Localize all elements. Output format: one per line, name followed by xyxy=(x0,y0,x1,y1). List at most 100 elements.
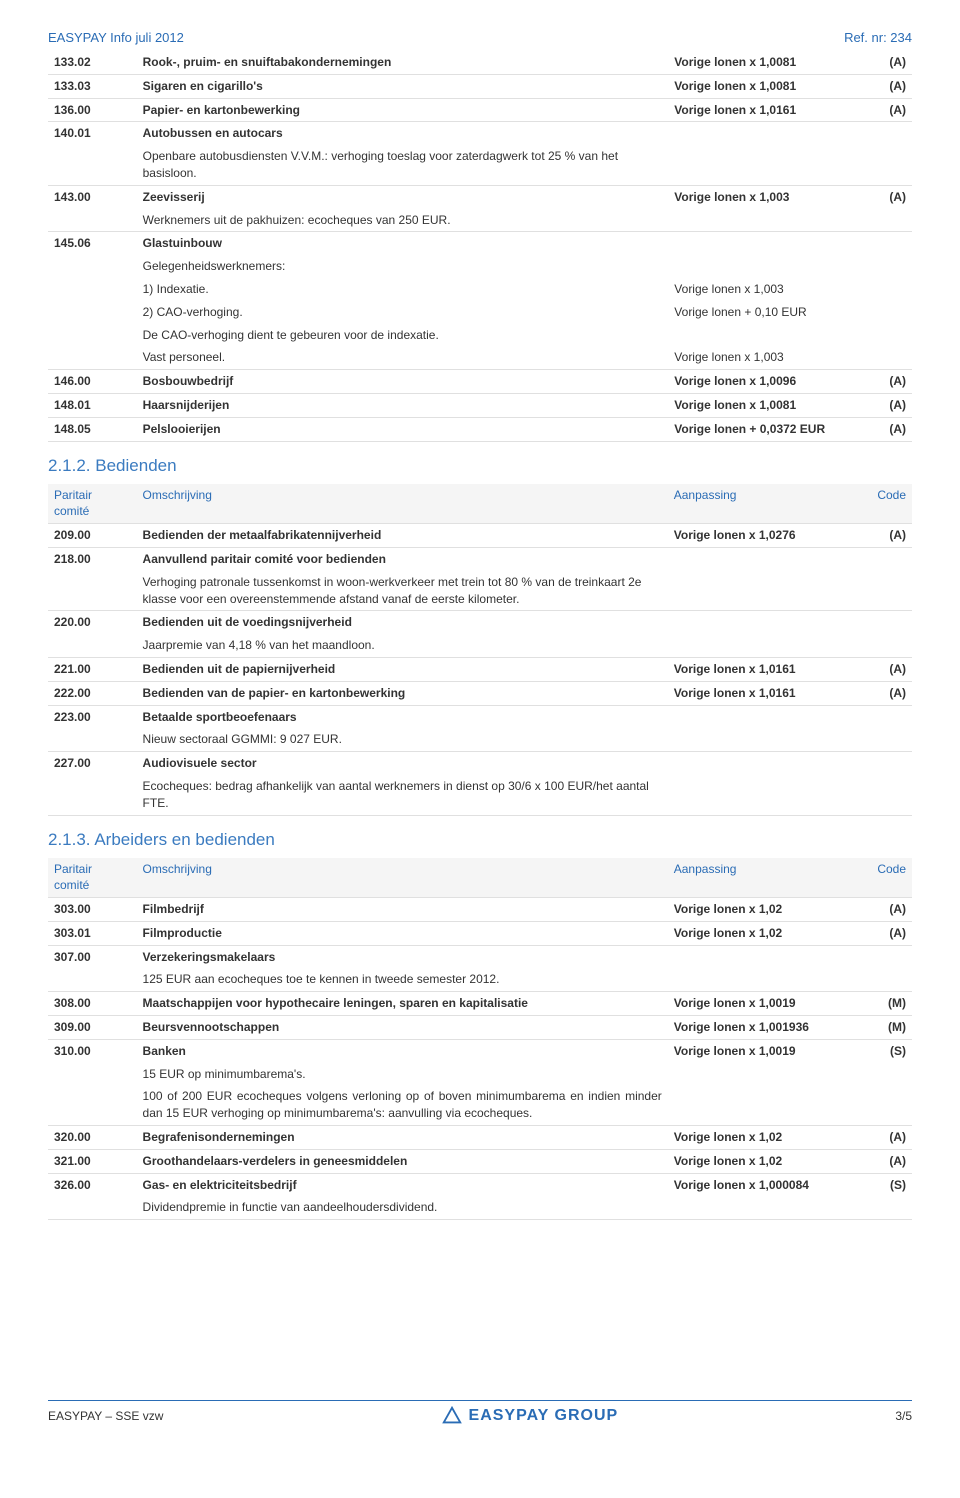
cell: Banken xyxy=(137,1039,668,1062)
header-cell: Omschrijving xyxy=(137,484,668,524)
cell xyxy=(668,611,867,634)
table-row: 218.00Aanvullend paritair comité voor be… xyxy=(48,547,912,570)
table-row: Vast personeel.Vorige lonen x 1,003 xyxy=(48,346,912,369)
cell: Vorige lonen x 1,0019 xyxy=(668,1039,867,1062)
cell: (S) xyxy=(867,1039,912,1062)
cell xyxy=(868,278,912,301)
cell xyxy=(668,571,867,611)
table-row: 136.00Papier- en kartonbewerkingVorige l… xyxy=(48,98,912,122)
header-cell: Paritair comité xyxy=(48,858,137,898)
table-row: Openbare autobusdiensten V.V.M.: verhogi… xyxy=(48,145,912,185)
cell: Sigaren en cigarillo's xyxy=(137,74,669,98)
cell: De CAO-verhoging dient te gebeuren voor … xyxy=(137,324,669,347)
cell xyxy=(668,752,867,775)
cell: (A) xyxy=(867,1149,912,1173)
table-row: 209.00Bedienden der metaalfabrikatennijv… xyxy=(48,524,912,548)
page-footer: EASYPAY – SSE vzw EASYPAY GROUP 3/5 xyxy=(48,1400,912,1427)
cell: 146.00 xyxy=(48,370,137,394)
cell xyxy=(668,775,867,815)
cell: Vorige lonen + 0,0372 EUR xyxy=(668,417,867,441)
header-cell: Code xyxy=(867,484,912,524)
cell xyxy=(48,1063,137,1086)
table-row: Werknemers uit de pakhuizen: ecocheques … xyxy=(48,209,912,232)
header-title: EASYPAY Info juli 2012 xyxy=(48,30,184,45)
table-row: 148.05PelslooierijenVorige lonen + 0,037… xyxy=(48,417,912,441)
cell: Nieuw sectoraal GGMMI: 9 027 EUR. xyxy=(137,728,668,751)
cell: Vorige lonen x 1,0161 xyxy=(668,657,867,681)
cell: Vorige lonen x 1,02 xyxy=(668,921,867,945)
cell: Vorige lonen x 1,0276 xyxy=(668,524,867,548)
cell: Pelslooierijen xyxy=(137,417,669,441)
cell: Betaalde sportbeoefenaars xyxy=(137,705,668,728)
cell: 222.00 xyxy=(48,681,137,705)
table-row: Jaarpremie van 4,18 % van het maandloon. xyxy=(48,634,912,657)
header-cell: Code xyxy=(867,858,912,898)
table-2: Paritair comitéOmschrijvingAanpassingCod… xyxy=(48,484,912,816)
cell: 209.00 xyxy=(48,524,137,548)
cell: 2) CAO-verhoging. xyxy=(137,301,669,324)
cell: Vorige lonen x 1,02 xyxy=(668,898,867,922)
table-3: Paritair comitéOmschrijvingAanpassingCod… xyxy=(48,858,912,1221)
cell: Vorige lonen x 1,0081 xyxy=(668,51,867,74)
cell xyxy=(48,571,137,611)
cell: Vorige lonen x 1,0081 xyxy=(668,74,867,98)
cell xyxy=(668,324,867,347)
table-row: 303.01FilmproductieVorige lonen x 1,02(A… xyxy=(48,921,912,945)
table-row: 222.00Bedienden van de papier- en karton… xyxy=(48,681,912,705)
table-row: 227.00Audiovisuele sector xyxy=(48,752,912,775)
cell xyxy=(48,634,137,657)
cell: Bedienden van de papier- en kartonbewerk… xyxy=(137,681,668,705)
cell: (A) xyxy=(868,393,912,417)
cell: Vorige lonen x 1,0161 xyxy=(668,98,867,122)
section-2-title: 2.1.2. Bedienden xyxy=(48,456,912,476)
table-row: 307.00Verzekeringsmakelaars xyxy=(48,945,912,968)
cell xyxy=(668,122,867,145)
cell: 100 of 200 EUR ecocheques volgens verlon… xyxy=(137,1085,668,1125)
cell xyxy=(48,324,137,347)
cell: Vorige lonen x 1,0081 xyxy=(668,393,867,417)
cell: Begrafenisondernemingen xyxy=(137,1126,668,1150)
table-row: Ecocheques: bedrag afhankelijk van aanta… xyxy=(48,775,912,815)
table-row: 146.00BosbouwbedrijfVorige lonen x 1,009… xyxy=(48,370,912,394)
table-row: 220.00Bedienden uit de voedingsnijverhei… xyxy=(48,611,912,634)
cell: 227.00 xyxy=(48,752,137,775)
cell: 218.00 xyxy=(48,547,137,570)
cell: 303.00 xyxy=(48,898,137,922)
table-row: 2) CAO-verhoging.Vorige lonen + 0,10 EUR xyxy=(48,301,912,324)
cell xyxy=(668,1196,867,1219)
footer-left: EASYPAY – SSE vzw xyxy=(48,1409,163,1423)
cell: 310.00 xyxy=(48,1039,137,1062)
cell xyxy=(867,611,912,634)
table-row: 321.00Groothandelaars-verdelers in genee… xyxy=(48,1149,912,1173)
cell: (A) xyxy=(867,524,912,548)
cell: Papier- en kartonbewerking xyxy=(137,98,669,122)
cell: Vorige lonen x 1,000084 xyxy=(668,1173,867,1196)
table-row: Gelegenheidswerknemers: xyxy=(48,255,912,278)
header-cell: Paritair comité xyxy=(48,484,137,524)
cell: 148.01 xyxy=(48,393,137,417)
cell xyxy=(48,278,137,301)
cell xyxy=(668,547,867,570)
cell: (A) xyxy=(868,185,912,208)
cell: 15 EUR op minimumbarema's. xyxy=(137,1063,668,1086)
cell: (A) xyxy=(868,417,912,441)
cell: (A) xyxy=(867,657,912,681)
table-row: 15 EUR op minimumbarema's. xyxy=(48,1063,912,1086)
cell: Vorige lonen x 1,003 xyxy=(668,278,867,301)
cell: Aanvullend paritair comité voor bediende… xyxy=(137,547,668,570)
cell: Vorige lonen + 0,10 EUR xyxy=(668,301,867,324)
table-row: 310.00BankenVorige lonen x 1,0019(S) xyxy=(48,1039,912,1062)
cell xyxy=(48,255,137,278)
cell xyxy=(868,324,912,347)
cell xyxy=(48,346,137,369)
cell xyxy=(867,705,912,728)
cell: Vast personeel. xyxy=(137,346,669,369)
table-row: 143.00ZeevisserijVorige lonen x 1,003(A) xyxy=(48,185,912,208)
table-row: Nieuw sectoraal GGMMI: 9 027 EUR. xyxy=(48,728,912,751)
cell xyxy=(668,968,867,991)
cell xyxy=(867,1196,912,1219)
cell: Bedienden uit de voedingsnijverheid xyxy=(137,611,668,634)
cell: Vorige lonen x 1,0019 xyxy=(668,992,867,1016)
table-row: 223.00Betaalde sportbeoefenaars xyxy=(48,705,912,728)
cell: Autobussen en autocars xyxy=(137,122,669,145)
